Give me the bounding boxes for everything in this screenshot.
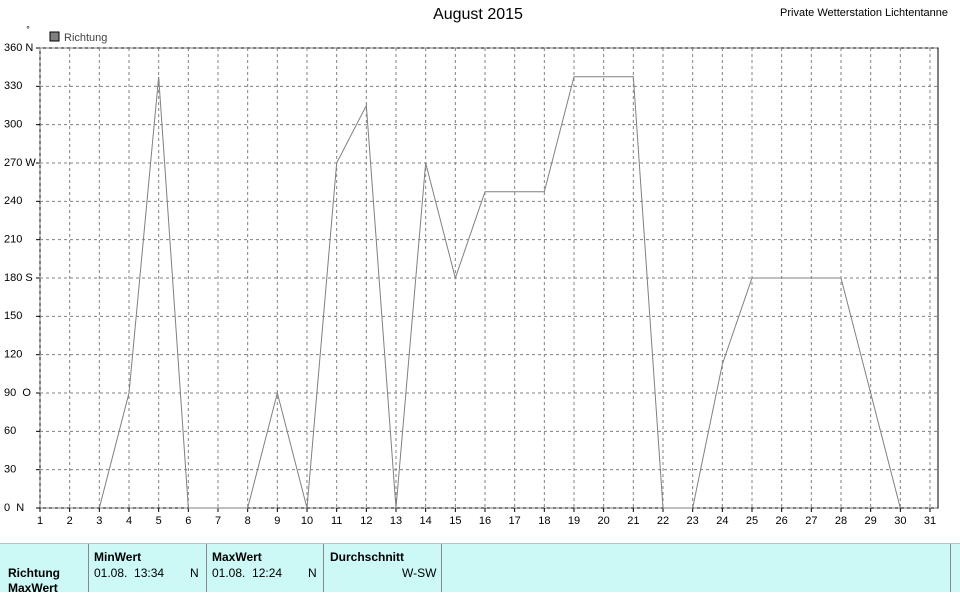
y-tick-label: 150 <box>4 310 22 322</box>
x-tick-label: 6 <box>185 515 191 527</box>
cell: 01.08. 13:34 <box>94 566 165 580</box>
legend-swatch <box>49 31 60 42</box>
x-tick-label: 29 <box>865 515 877 527</box>
y-tick-label: 120 <box>4 349 22 361</box>
y-tick-label: 360 N <box>4 42 33 54</box>
x-tick-label: 26 <box>776 515 788 527</box>
y-tick-label: 210 <box>4 234 22 246</box>
y-tick-label: 60 <box>4 425 16 437</box>
station-name: Private Wetterstation Lichtentanne <box>780 7 948 19</box>
x-tick-label: 17 <box>509 515 521 527</box>
x-tick-label: 27 <box>805 515 817 527</box>
y-axis-unit: ° <box>26 24 30 34</box>
x-tick-label: 4 <box>126 515 132 527</box>
separator <box>206 544 207 592</box>
chart: August 2015 Private Wetterstation Lichte… <box>4 6 948 527</box>
x-tick-label: 8 <box>245 515 251 527</box>
x-tick-label: 14 <box>420 515 432 527</box>
separator <box>88 544 89 592</box>
cell: N <box>190 566 199 580</box>
x-tick-label: 12 <box>360 515 372 527</box>
cell: 01.08. 12:24 <box>212 566 283 580</box>
x-tick-label: 3 <box>96 515 102 527</box>
x-tick-label: 22 <box>657 515 669 527</box>
y-tick-label: 330 <box>4 80 22 92</box>
y-tick-label: 90 O <box>4 387 31 399</box>
x-tick-label: 24 <box>716 515 728 527</box>
x-tick-label: 5 <box>156 515 162 527</box>
x-tick-label: 15 <box>449 515 461 527</box>
legend-label: Richtung <box>64 32 107 44</box>
column-header: MaxWert <box>212 550 262 564</box>
separator <box>323 544 324 592</box>
chart-title: August 2015 <box>433 6 523 23</box>
x-tick-label: 7 <box>215 515 221 527</box>
x-tick-label: 11 <box>331 515 342 527</box>
x-tick-label: 2 <box>67 515 73 527</box>
x-tick-label: 1 <box>37 515 43 527</box>
x-tick-label: 20 <box>598 515 610 527</box>
column-header: Durchschnitt <box>330 550 405 564</box>
y-tick-label: 0 N <box>4 502 24 514</box>
y-tick-label: 240 <box>4 195 22 207</box>
x-tick-label: 10 <box>301 515 313 527</box>
summary-table: MinWert MaxWert Durchschnitt Richtung Ma… <box>0 543 960 595</box>
separator <box>950 544 951 592</box>
data-line <box>98 76 901 509</box>
x-tick-label: 19 <box>568 515 580 527</box>
y-tick-label: 180 S <box>4 272 33 284</box>
row-label: Richtung <box>8 566 60 580</box>
x-tick-label: 18 <box>538 515 550 527</box>
x-tick-label: 23 <box>687 515 699 527</box>
x-tick-label: 31 <box>924 515 936 527</box>
separator <box>441 544 442 592</box>
column-header: MinWert <box>94 550 142 564</box>
cell: N <box>308 566 317 580</box>
y-tick-label: 300 <box>4 119 22 131</box>
x-tick-label: 13 <box>390 515 402 527</box>
y-tick-label: 30 <box>4 464 16 476</box>
x-tick-label: 25 <box>746 515 758 527</box>
row-label: MaxWert <box>8 581 58 595</box>
cell: W-SW <box>402 566 437 580</box>
x-tick-label: 30 <box>894 515 906 527</box>
x-tick-label: 16 <box>479 515 491 527</box>
x-tick-label: 21 <box>627 515 639 527</box>
x-tick-label: 9 <box>274 515 280 527</box>
x-tick-label: 28 <box>835 515 847 527</box>
y-tick-label: 270 W <box>4 157 36 169</box>
